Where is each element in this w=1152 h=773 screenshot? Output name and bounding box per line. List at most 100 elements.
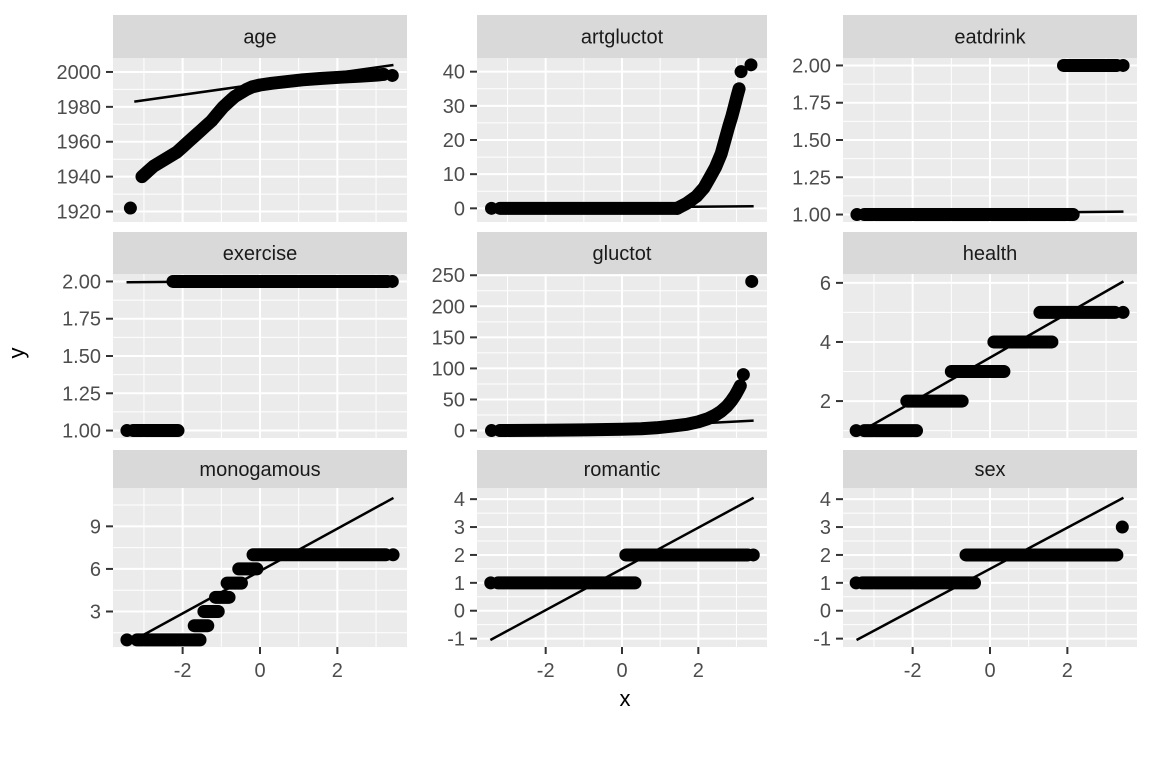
y-tick-label: 0	[820, 601, 831, 623]
facet-health: health 2 4 6	[820, 232, 1137, 438]
y-tick-label: 4	[820, 332, 831, 354]
y-tick-label: 0	[454, 198, 465, 220]
x-tick-label: 2	[693, 660, 704, 682]
y-tick-label: 1.25	[792, 167, 831, 189]
facet-gluctot: gluctot 0 50 100 150 200 250	[432, 232, 767, 443]
strip-label: monogamous	[199, 459, 320, 481]
y-tick-label: 250	[432, 265, 465, 287]
facet-strip	[843, 15, 1137, 58]
facet-eatdrink: eatdrink 1.00 1.25 1.50 1.75 2.00	[792, 15, 1137, 227]
facet-monogamous: monogamous 3 6 9 -2 0 2	[90, 450, 407, 682]
y-tick-label: 1.00	[62, 421, 101, 443]
data-point	[850, 208, 864, 222]
y-tick-label: 9	[90, 516, 101, 538]
y-tick-label: 1920	[57, 202, 102, 224]
y-tick-label: 100	[432, 358, 465, 380]
facet-strip	[113, 232, 407, 274]
data-layer	[120, 496, 400, 647]
strip-label: sex	[974, 459, 1005, 481]
x-tick-label: -2	[174, 660, 192, 682]
y-tick-label: 1.50	[792, 130, 831, 152]
y-tick-label: 3	[820, 517, 831, 539]
data-point	[120, 633, 134, 647]
y-tick-label: 50	[443, 389, 465, 411]
y-tick-label: 1.75	[792, 93, 831, 115]
y-tick-label: 40	[443, 62, 465, 84]
y-tick-label: 4	[820, 489, 831, 511]
x-tick-label: -2	[537, 660, 555, 682]
data-point	[745, 274, 759, 288]
facet-sex: sex -1 0 1 2 3 4 -2 0 2	[813, 450, 1137, 682]
data-point	[385, 68, 399, 82]
y-tick-label: 150	[432, 327, 465, 349]
qq-reference-line	[489, 496, 755, 642]
y-tick-label: 0	[454, 421, 465, 443]
y-tick-label: 2	[820, 391, 831, 413]
data-point	[1116, 58, 1130, 72]
y-tick-label: 2.00	[62, 271, 101, 293]
facet-romantic: romantic -1 0 1 2 3 4 -2 0 2	[447, 450, 767, 682]
y-tick-label: 30	[443, 96, 465, 118]
y-tick-label: 1980	[57, 97, 102, 119]
y-tick-label: 2000	[57, 62, 102, 84]
data-point	[1115, 520, 1129, 534]
y-tick-label: 2.00	[792, 55, 831, 77]
data-point	[120, 424, 134, 438]
data-point	[736, 368, 750, 382]
y-tick-label: 0	[454, 601, 465, 623]
x-axis-title: x	[620, 686, 631, 711]
y-axis-title: y	[4, 348, 29, 359]
y-tick-label: 1	[454, 573, 465, 595]
data-layer	[849, 280, 1130, 438]
data-layer	[849, 496, 1129, 642]
facet-strip	[477, 15, 767, 58]
strip-label: romantic	[584, 459, 661, 481]
point-curve	[493, 379, 747, 437]
y-tick-label: 1960	[57, 132, 102, 154]
strip-label: gluctot	[593, 243, 652, 265]
y-tick-label: 6	[90, 559, 101, 581]
x-tick-label: -2	[904, 660, 922, 682]
facet-age: age 1920 1940 1960 1980 2000	[57, 15, 407, 224]
facet-strip	[113, 450, 407, 488]
y-tick-label: 3	[90, 602, 101, 624]
data-point	[849, 424, 863, 438]
x-tick-label: 2	[1062, 660, 1073, 682]
data-point	[123, 201, 137, 215]
y-tick-label: 4	[454, 489, 465, 511]
data-point	[385, 274, 399, 288]
x-tick-label: 0	[254, 660, 265, 682]
strip-label: eatdrink	[954, 27, 1026, 49]
y-tick-label: 3	[454, 517, 465, 539]
data-point	[1116, 305, 1130, 319]
facet-exercise: exercise 1.00 1.25 1.50 1.75 2.00	[62, 232, 407, 443]
y-tick-label: 2	[454, 545, 465, 567]
data-point	[485, 424, 498, 438]
facet-strip	[843, 232, 1137, 274]
point-curve	[135, 67, 391, 184]
strip-label: exercise	[223, 243, 297, 265]
strip-label: age	[243, 27, 276, 49]
strip-label: artgluctot	[581, 27, 664, 49]
y-tick-label: 1.75	[62, 309, 101, 331]
data-layer	[484, 496, 760, 642]
data-point	[744, 58, 758, 72]
y-tick-label: 1.50	[62, 346, 101, 368]
y-tick-label: 1940	[57, 167, 102, 189]
y-tick-label: 20	[443, 130, 465, 152]
qq-reference-line	[855, 496, 1125, 642]
y-tick-label: 2	[820, 545, 831, 567]
y-tick-label: 1.00	[792, 205, 831, 227]
data-point	[485, 201, 498, 215]
data-point	[746, 548, 760, 562]
facet-strip	[477, 232, 767, 274]
x-tick-label: 0	[616, 660, 627, 682]
y-tick-label: -1	[447, 629, 465, 651]
data-layer	[485, 274, 759, 438]
data-layer	[850, 58, 1130, 222]
data-point	[734, 65, 748, 79]
facet-strip	[113, 15, 407, 58]
y-tick-label: 1.25	[62, 383, 101, 405]
